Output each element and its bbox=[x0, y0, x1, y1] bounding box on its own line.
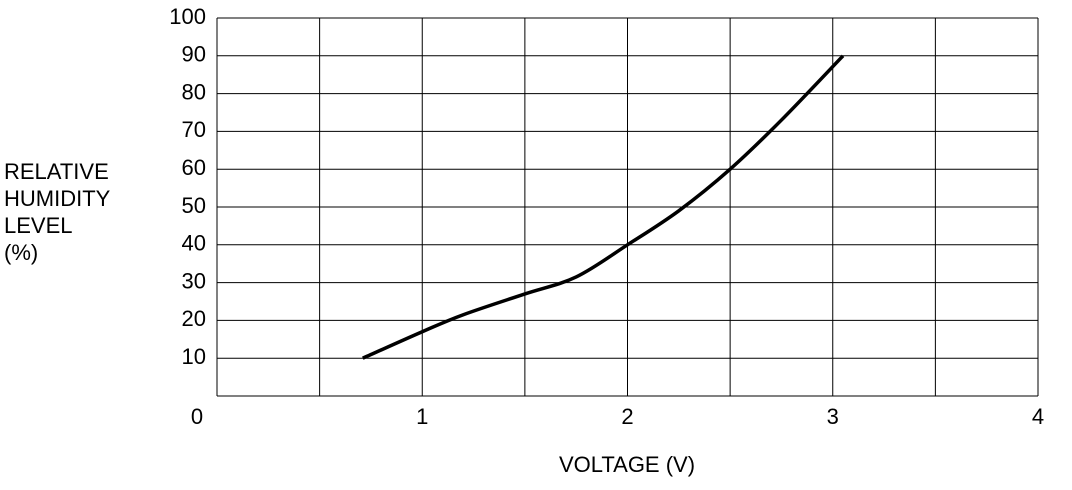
y-axis-label: HUMIDITY bbox=[4, 186, 111, 211]
y-axis-label: RELATIVE bbox=[4, 159, 109, 184]
x-tick-label: 4 bbox=[1032, 404, 1044, 429]
y-tick-label: 80 bbox=[182, 79, 206, 104]
y-tick-label: 50 bbox=[182, 193, 206, 218]
x-tick-label: 0 bbox=[191, 404, 203, 429]
x-axis-label: VOLTAGE (V) bbox=[559, 452, 695, 477]
y-tick-label: 90 bbox=[182, 42, 206, 67]
y-tick-label: 70 bbox=[182, 117, 206, 142]
y-axis-label: LEVEL bbox=[4, 213, 73, 238]
x-tick-label: 1 bbox=[416, 404, 428, 429]
x-tick-label: 3 bbox=[827, 404, 839, 429]
y-tick-label: 20 bbox=[182, 306, 206, 331]
data-line bbox=[362, 54, 845, 360]
y-tick-label: 40 bbox=[182, 231, 206, 256]
y-tick-label: 10 bbox=[182, 344, 206, 369]
y-tick-label: 100 bbox=[169, 4, 206, 29]
y-axis-label: (%) bbox=[4, 240, 38, 265]
x-tick-label: 2 bbox=[621, 404, 633, 429]
y-tick-label: 60 bbox=[182, 155, 206, 180]
y-tick-label: 30 bbox=[182, 268, 206, 293]
